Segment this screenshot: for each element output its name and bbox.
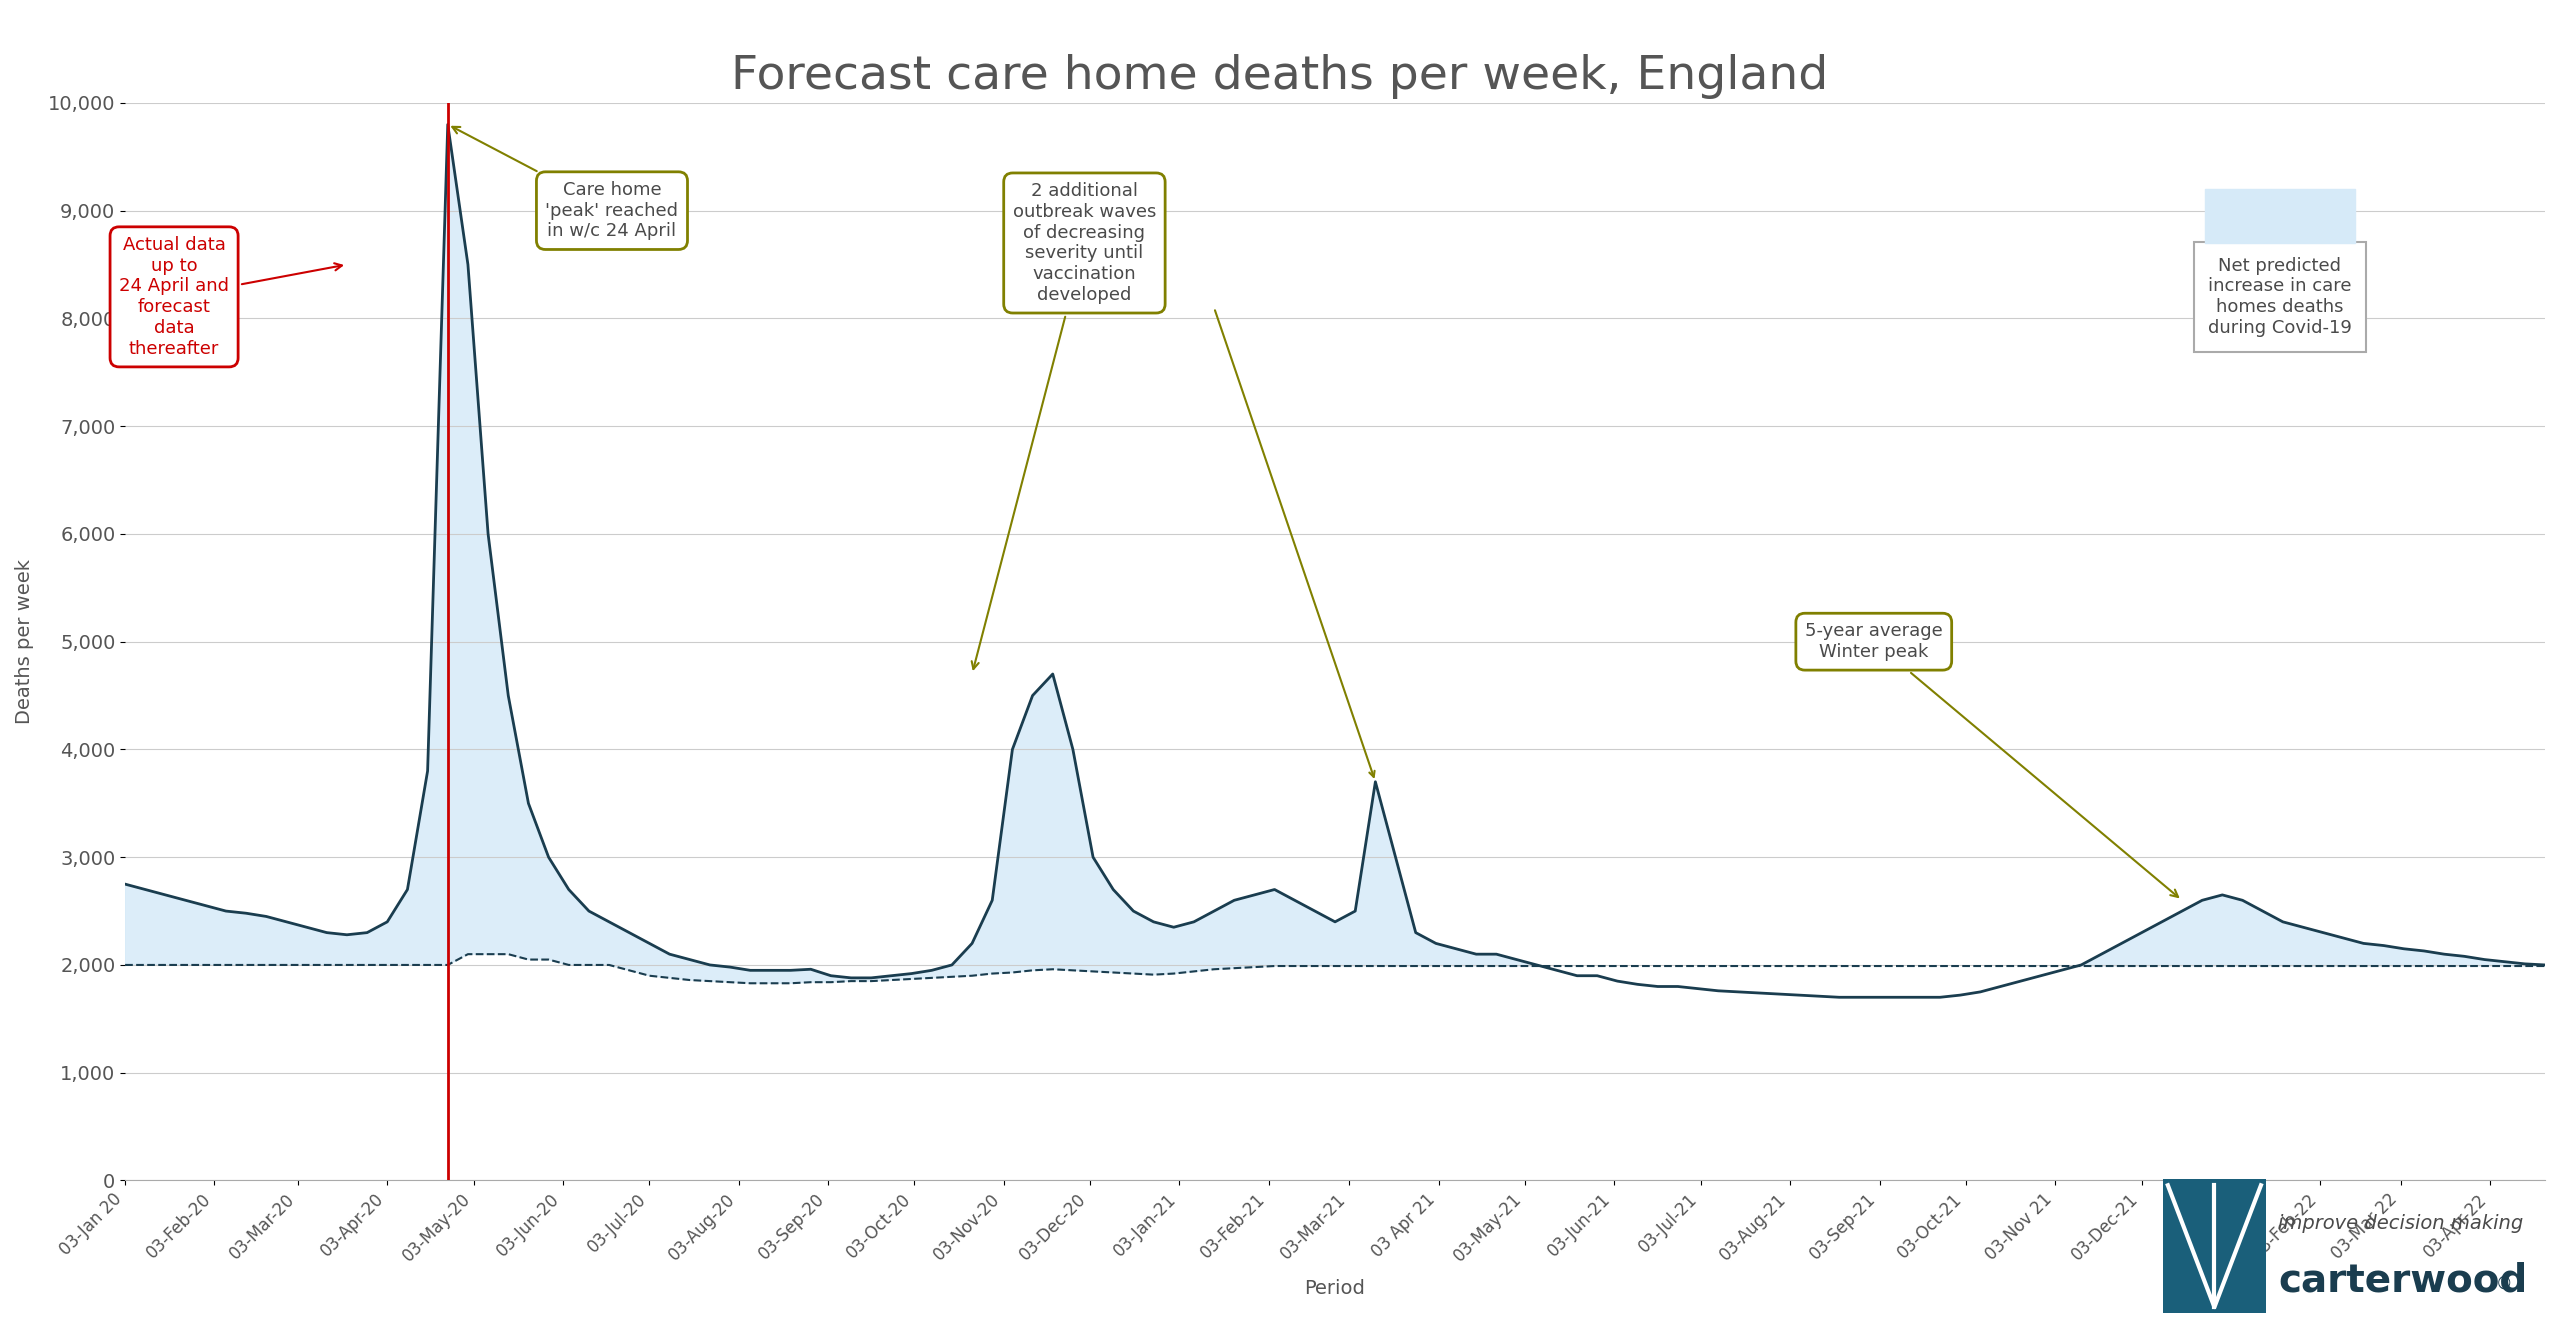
Text: 2 additional
outbreak waves
of decreasing
severity until
vaccination
developed: 2 additional outbreak waves of decreasin… — [973, 182, 1157, 669]
X-axis label: Period: Period — [1306, 1280, 1364, 1298]
Text: Net predicted
increase in care
homes deaths
during Covid-19: Net predicted increase in care homes dea… — [2209, 257, 2353, 338]
Text: 5-year average
Winter peak: 5-year average Winter peak — [1805, 622, 2179, 896]
Text: ®: ® — [2496, 1276, 2511, 1293]
Text: Forecast care home deaths per week, England: Forecast care home deaths per week, Engl… — [732, 54, 1828, 99]
Text: carterwood: carterwood — [2278, 1262, 2527, 1300]
Y-axis label: Deaths per week: Deaths per week — [15, 559, 33, 724]
Text: Actual data
up to
24 April and
forecast
data
thereafter: Actual data up to 24 April and forecast … — [120, 236, 343, 358]
Text: improve decision making: improve decision making — [2278, 1214, 2524, 1233]
Text: Care home
'peak' reached
in w/c 24 April: Care home 'peak' reached in w/c 24 April — [453, 127, 678, 240]
